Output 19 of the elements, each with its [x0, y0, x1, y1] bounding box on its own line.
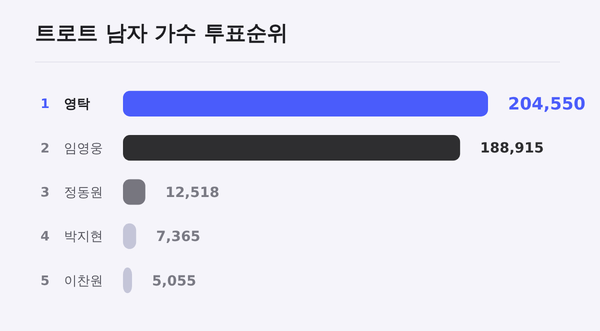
- bar: [123, 179, 146, 205]
- bar: [123, 90, 488, 116]
- y-tick-label: 박지현: [64, 230, 103, 245]
- text: 2: [40, 141, 50, 156]
- data-label: 204,550: [508, 94, 586, 115]
- bar: [123, 135, 460, 161]
- data-label: 7,365: [156, 229, 200, 246]
- data-label: 188,915: [480, 140, 544, 157]
- data-label: 5,055: [152, 273, 196, 290]
- text: 5: [40, 274, 50, 289]
- y-tick-label: 정동원: [64, 186, 103, 201]
- data-label: 12,518: [165, 184, 220, 201]
- y-tick-label: 이찬원: [64, 274, 103, 289]
- text: 3: [40, 186, 50, 201]
- y-tick-label: 영탁: [64, 97, 90, 112]
- y-tick-label: 임영웅: [64, 141, 103, 156]
- text: 4: [40, 230, 50, 245]
- chart-title: 트로트 남자 가수 투표순위: [35, 21, 288, 45]
- text: 1: [40, 97, 50, 112]
